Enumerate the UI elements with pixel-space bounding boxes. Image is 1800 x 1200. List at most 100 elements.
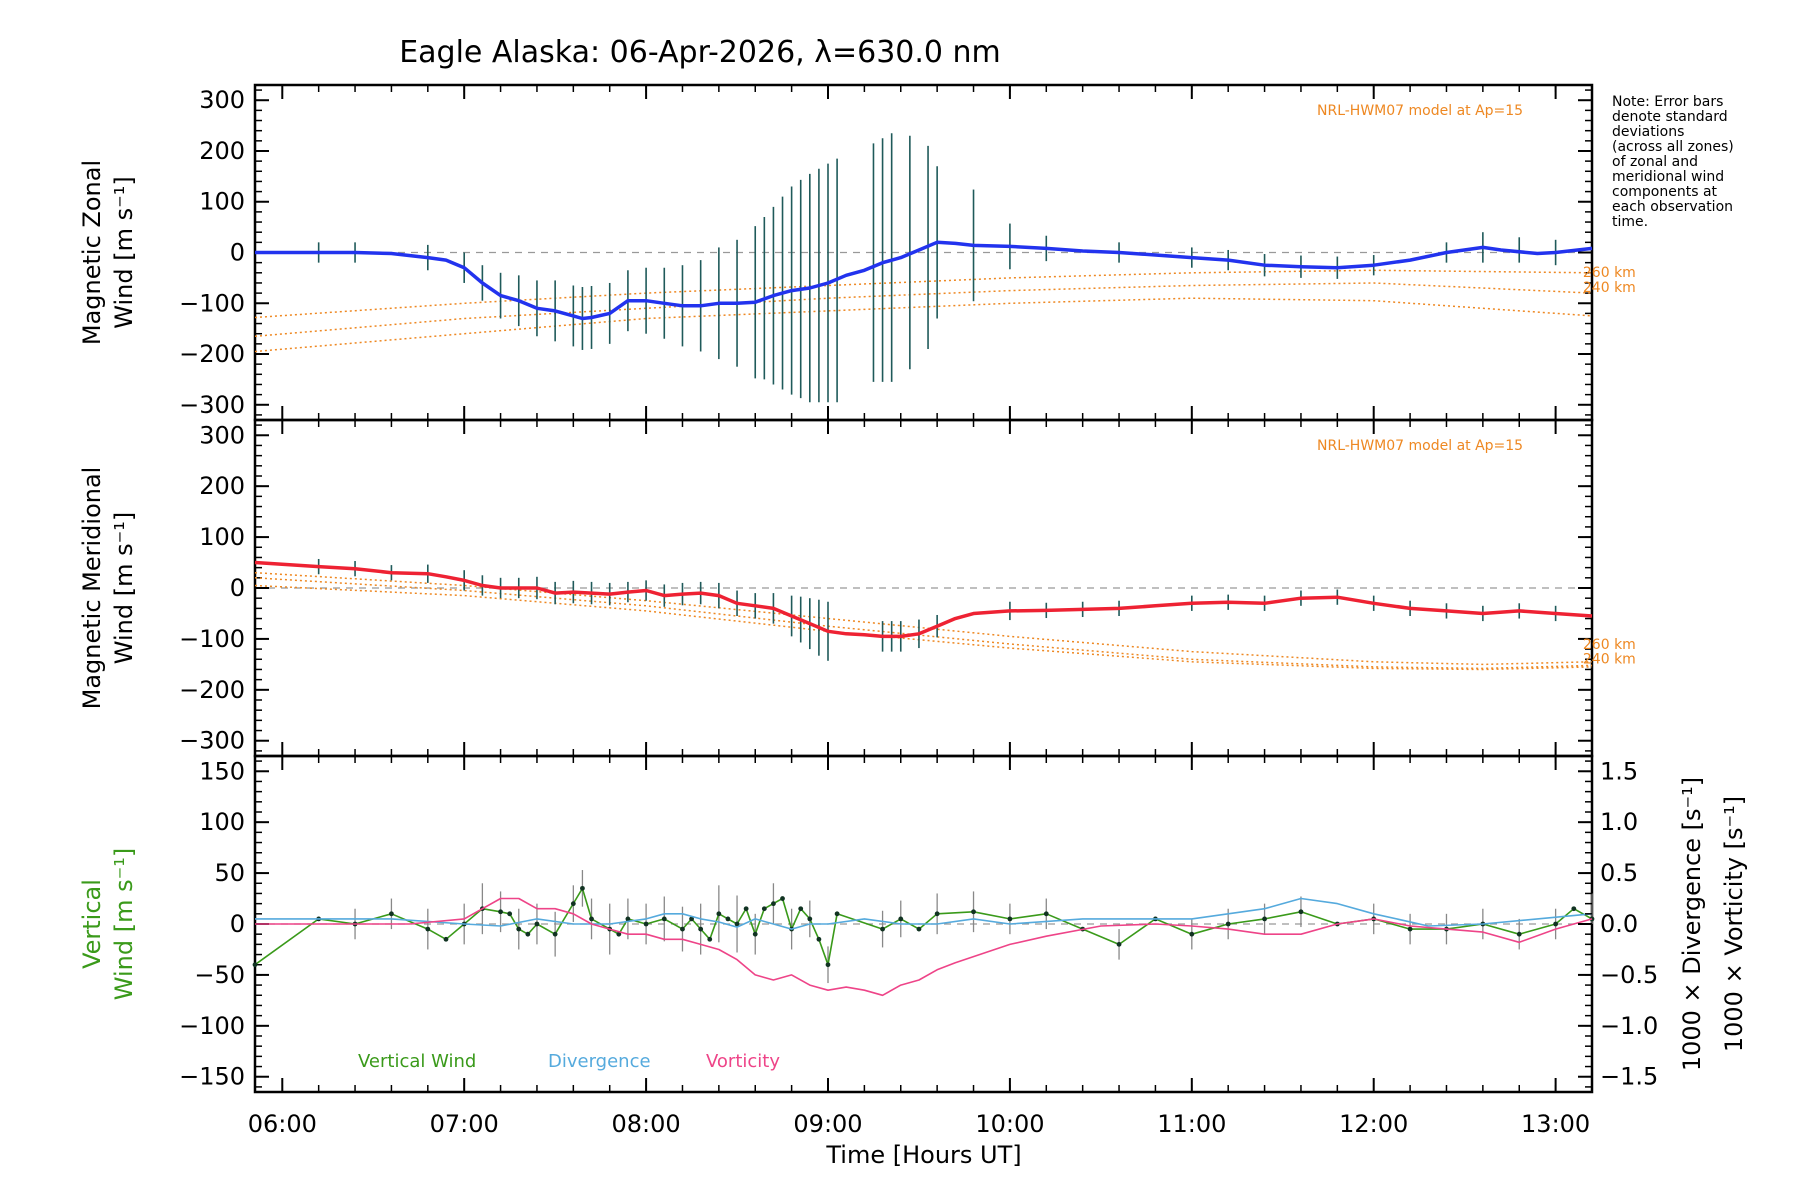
vertical-wind-point xyxy=(1116,941,1122,947)
vertical-wind-point xyxy=(898,916,904,922)
y-tick-label: 100 xyxy=(199,808,245,836)
meridional-model-label: NRL-HWM07 model at Ap=15 xyxy=(1317,438,1523,454)
vertical-wind-point xyxy=(661,916,667,922)
meridional-panel: −300 −200 −100 0 100 200 300 Magnetic Meridiona… xyxy=(78,418,1636,758)
vertical-wind-point xyxy=(1043,911,1049,917)
y-tick-label: 100 xyxy=(199,188,245,216)
vertical-wind-point xyxy=(516,926,522,932)
y-tick-label: 200 xyxy=(199,137,245,165)
y-tick-label: 0 xyxy=(230,239,245,267)
model-curve xyxy=(254,297,1593,353)
vertical-wind-point xyxy=(534,921,540,927)
y-tick-label: 0 xyxy=(230,910,245,938)
x-tick-label: 10:00 xyxy=(975,1110,1044,1138)
y-tick-label: 150 xyxy=(199,757,245,785)
note-line: time. xyxy=(1612,214,1648,230)
note-line: Note: Error bars xyxy=(1612,94,1723,110)
x-axis-title: Time [Hours UT] xyxy=(825,1141,1021,1169)
altitude-label: 240 km xyxy=(1583,280,1636,296)
zonal-panel: −300 −200 −100 0 100 200 300 Magnetic Zonal Wind… xyxy=(78,83,1636,422)
vertical-wind-point xyxy=(616,931,622,937)
y-tick-label: 50 xyxy=(214,859,245,887)
legend-label: Divergence xyxy=(548,1051,651,1072)
vertical-wind-point xyxy=(725,916,731,922)
y2-tick-label: −1.0 xyxy=(1600,1012,1658,1040)
zonal-model-label: NRL-HWM07 model at Ap=15 xyxy=(1317,103,1523,119)
vertical-wind-point xyxy=(1298,909,1304,915)
y2-tick-label: −1.5 xyxy=(1600,1063,1658,1091)
vertical-wind-point xyxy=(1407,926,1413,932)
vertical-wind-point xyxy=(443,936,449,942)
vertical-wind-point xyxy=(570,901,576,907)
vertical-wind-point xyxy=(252,962,258,968)
note-line: components at xyxy=(1612,184,1718,200)
vertical-wind-point xyxy=(834,911,840,917)
vertical-panel: −150 −100 −50 0 50 100 150 Vertical Wind [m s⁻¹]… xyxy=(78,754,1748,1138)
altitude-label: 260 km xyxy=(1583,637,1636,653)
model-curve xyxy=(254,282,1593,338)
y-tick-label: −300 xyxy=(179,391,245,419)
vertical-wind-point xyxy=(743,906,749,912)
y-tick-label: −100 xyxy=(179,625,245,653)
y-tick-label: −150 xyxy=(179,1063,245,1091)
vertical-y-axis-title: Vertical Wind [m s⁻¹] xyxy=(78,848,138,1000)
y-tick-label: −200 xyxy=(179,676,245,704)
chart-title: Eagle Alaska: 06-Apr-2026, λ=630.0 nm xyxy=(399,35,1001,70)
vertical-wind-point xyxy=(798,906,804,912)
series-line-vorticity xyxy=(255,897,1593,997)
vertical-wind-point xyxy=(825,962,831,968)
vertical-wind-point xyxy=(780,896,785,901)
y-axis-title-line: Vertical xyxy=(78,879,106,969)
note-block: Note: Error bars denote standard deviati… xyxy=(1612,94,1734,230)
vertical-wind-point xyxy=(716,911,722,917)
y2-tick-label: 1.5 xyxy=(1600,757,1638,785)
y2-tick-label: 1.0 xyxy=(1600,808,1638,836)
y-tick-label: 300 xyxy=(199,86,245,114)
vertical-wind-point xyxy=(689,916,694,922)
vertical-wind-point xyxy=(761,906,767,912)
model-curve xyxy=(254,577,1593,670)
meridional-y-axis-title: Magnetic Meridional Wind [m s⁻¹] xyxy=(78,467,138,710)
x-tick-label: 09:00 xyxy=(793,1110,862,1138)
vertical-wind-point xyxy=(707,936,713,942)
y-axis-title-line: Magnetic Zonal xyxy=(78,160,106,345)
x-tick-label: 12:00 xyxy=(1339,1110,1408,1138)
y-tick-label: 200 xyxy=(199,472,245,500)
vertical-wind-point xyxy=(816,936,822,942)
vorticity-axis-title: 1000 × Vorticity [s⁻¹] xyxy=(1720,796,1748,1052)
note-line: (across all zones) xyxy=(1612,139,1734,155)
series-line-zonal-wind xyxy=(255,240,1593,321)
note-line: of zonal and xyxy=(1612,154,1698,170)
zonal-y-axis-title: Magnetic Zonal Wind [m s⁻¹] xyxy=(78,160,138,345)
y2-tick-label: −0.5 xyxy=(1600,961,1658,989)
vertical-wind-point xyxy=(389,911,394,917)
vertical-wind-point xyxy=(1553,921,1559,927)
model-curve xyxy=(254,584,1593,671)
x-tick-label: 08:00 xyxy=(612,1110,681,1138)
y-tick-label: −50 xyxy=(194,961,245,989)
series-line-vertical-wind xyxy=(254,887,1593,966)
y-axis-title-line: Magnetic Meridional xyxy=(78,467,106,710)
note-line: meridional wind xyxy=(1612,169,1724,185)
note-line: deviations xyxy=(1612,124,1684,140)
y-tick-label: −200 xyxy=(179,340,245,368)
x-tick-label: 06:00 xyxy=(248,1110,317,1138)
series-line-meridional-wind xyxy=(254,560,1593,639)
vertical-wind-point xyxy=(525,931,531,937)
x-tick-label: 11:00 xyxy=(1157,1110,1226,1138)
vertical-wind-point xyxy=(1571,906,1577,912)
y-axis-title-line: Wind [m s⁻¹] xyxy=(110,176,138,328)
vertical-wind-point xyxy=(734,921,740,927)
vertical-wind-point xyxy=(971,909,976,915)
legend-label: Vertical Wind xyxy=(358,1051,476,1072)
vertical-wind-point xyxy=(625,916,631,922)
y-tick-label: −100 xyxy=(179,1012,245,1040)
y-tick-label: 100 xyxy=(199,523,245,551)
vertical-wind-point xyxy=(1225,921,1231,927)
vertical-wind-point xyxy=(425,926,431,932)
vertical-wind-point xyxy=(643,921,649,927)
y2-tick-label: 0.5 xyxy=(1600,859,1638,887)
vertical-wind-point xyxy=(771,901,776,907)
vertical-wind-point xyxy=(580,885,585,891)
note-line: denote standard xyxy=(1612,109,1728,125)
